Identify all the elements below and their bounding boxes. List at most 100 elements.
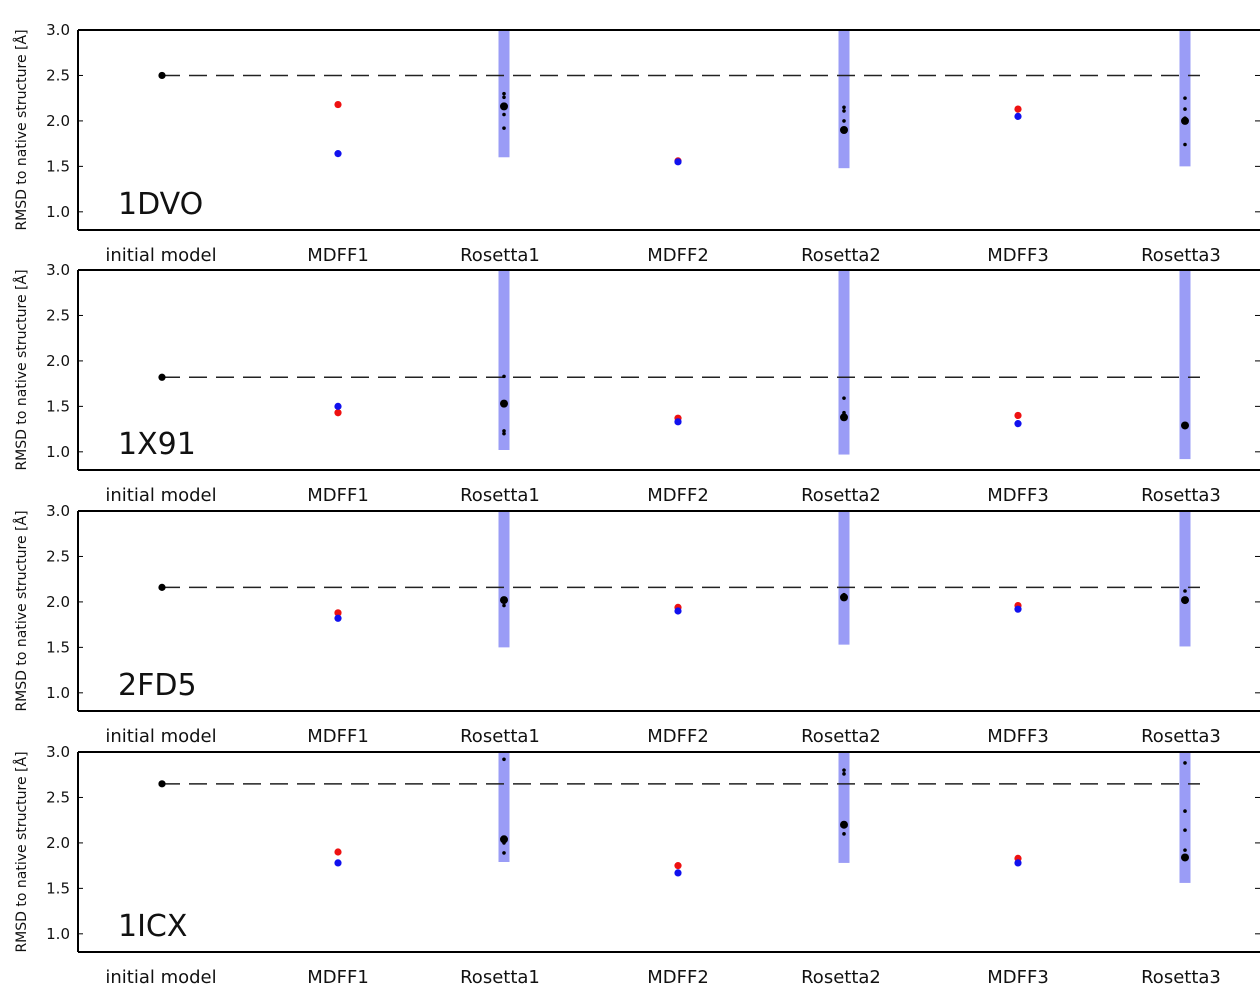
x-tick-label: MDFF2 [647, 245, 709, 266]
y-tick-label: 1.0 [46, 203, 70, 221]
rosetta-range-band [838, 511, 850, 645]
mdff-red-point [334, 848, 342, 856]
rosetta-point [840, 413, 848, 422]
rosetta-point [1181, 116, 1189, 125]
mdff-blue-point [1014, 859, 1022, 867]
y-tick-label: 2.0 [46, 112, 70, 130]
rosetta-point [842, 832, 846, 836]
rosetta-range-band [1179, 270, 1191, 460]
rosetta-point [842, 592, 846, 597]
rosetta-point [500, 102, 508, 111]
x-tick-label: Rosetta2 [801, 485, 881, 506]
rosetta-range-band [498, 752, 510, 862]
x-tick-label: MDFF1 [307, 485, 369, 506]
mdff-blue-point [334, 402, 342, 410]
panel-label: 1ICX [118, 909, 187, 944]
mdff-blue-point [1014, 605, 1022, 613]
rosetta-range-band [1179, 752, 1191, 883]
y-tick-label: 2.5 [46, 788, 70, 806]
mdff-red-point [674, 862, 682, 870]
y-tick-label: 2.0 [46, 834, 70, 852]
y-tick-label: 3.0 [46, 502, 70, 520]
x-tick-label: Rosetta3 [1141, 726, 1221, 747]
rosetta-range-band [498, 270, 510, 450]
initial-model-point [158, 373, 166, 381]
mdff-blue-point [334, 859, 342, 867]
x-tick-label: MDFF2 [647, 485, 709, 506]
x-tick-label: Rosetta1 [460, 485, 540, 506]
rosetta-point [842, 105, 846, 110]
rosetta-point [842, 772, 846, 776]
rosetta-point [1183, 116, 1187, 120]
x-tick-label: Rosetta3 [1141, 245, 1221, 266]
rosetta-point [842, 119, 846, 123]
y-tick-label: 3.0 [46, 743, 70, 761]
y-axis-title: RMSD to native structure [Å] [13, 510, 30, 711]
rosetta-point [840, 820, 848, 829]
rosetta-point [502, 95, 506, 100]
panel-label: 2FD5 [118, 668, 197, 703]
mdff-red-point [1014, 411, 1022, 420]
y-tick-label: 1.0 [46, 684, 70, 702]
rosetta-point [502, 841, 506, 845]
mdff-red-point [334, 609, 342, 617]
rosetta-point [1181, 421, 1189, 430]
x-tick-label: Rosetta3 [1141, 485, 1221, 506]
y-axis-title: RMSD to native structure [Å] [13, 751, 30, 952]
rosetta-point [1183, 96, 1187, 100]
mdff-blue-point [334, 150, 342, 158]
rosetta-point [502, 431, 506, 436]
rosetta-point [1183, 589, 1187, 593]
rosetta-point [1183, 421, 1187, 426]
mdff-red-point [334, 409, 342, 417]
rosetta-point [1183, 828, 1187, 832]
x-tick-label: MDFF3 [987, 967, 1049, 986]
panel-2fd5: 1.0 1.5 2.0 2.5 3.0 RMSD to native structure … [13, 502, 1260, 747]
rosetta-point [502, 91, 506, 96]
y-tick-label: 2.5 [46, 547, 70, 565]
x-tick-label: initial model [105, 726, 216, 747]
mdff-blue-point [674, 418, 682, 426]
rosetta-point [1183, 761, 1187, 765]
rosetta-point [500, 399, 508, 408]
rosetta-point [1183, 809, 1187, 813]
rosetta-point [1183, 848, 1187, 852]
y-axis-title: RMSD to native structure [Å] [13, 29, 30, 230]
rosetta-point [1183, 107, 1187, 111]
rosetta-point [500, 596, 508, 605]
x-tick-label: Rosetta2 [801, 726, 881, 747]
mdff-blue-point [674, 158, 682, 166]
y-tick-label: 2.5 [46, 306, 70, 324]
rosetta-point [842, 410, 846, 415]
y-tick-label: 1.5 [46, 397, 70, 415]
initial-model-point [158, 71, 166, 80]
x-tick-label: Rosetta3 [1141, 967, 1221, 986]
x-tick-label: Rosetta1 [460, 967, 540, 986]
mdff-red-point [1014, 105, 1022, 113]
panel-label: 1X91 [118, 427, 196, 462]
rosetta-point [1183, 142, 1187, 147]
mdff-blue-point [1014, 420, 1022, 428]
y-tick-label: 2.0 [46, 593, 70, 611]
rosetta-point [502, 374, 506, 379]
rosetta-point [500, 835, 508, 844]
x-tick-label: MDFF3 [987, 245, 1049, 266]
y-tick-label: 2.0 [46, 352, 70, 370]
y-tick-label: 3.0 [46, 261, 70, 279]
mdff-blue-point [674, 607, 682, 615]
rosetta-point [840, 593, 848, 602]
y-tick-label: 1.5 [46, 879, 70, 897]
rosetta-point [502, 126, 506, 130]
rosetta-point [502, 429, 506, 433]
y-tick-label: 1.5 [46, 638, 70, 656]
initial-model-point [158, 780, 166, 788]
panel-1dvo: 1.0 1.5 2.0 2.5 3.0 RMSD to native structure … [13, 21, 1260, 266]
panel-1icx: 1.0 1.5 2.0 2.5 3.0 RMSD to native structure … [13, 743, 1260, 986]
rosetta-point [502, 757, 506, 762]
initial-model-point [158, 583, 166, 591]
mdff-red-point [334, 100, 342, 109]
rosetta-point [502, 112, 506, 117]
rosetta-point [842, 768, 846, 772]
rosetta-point [842, 109, 846, 113]
